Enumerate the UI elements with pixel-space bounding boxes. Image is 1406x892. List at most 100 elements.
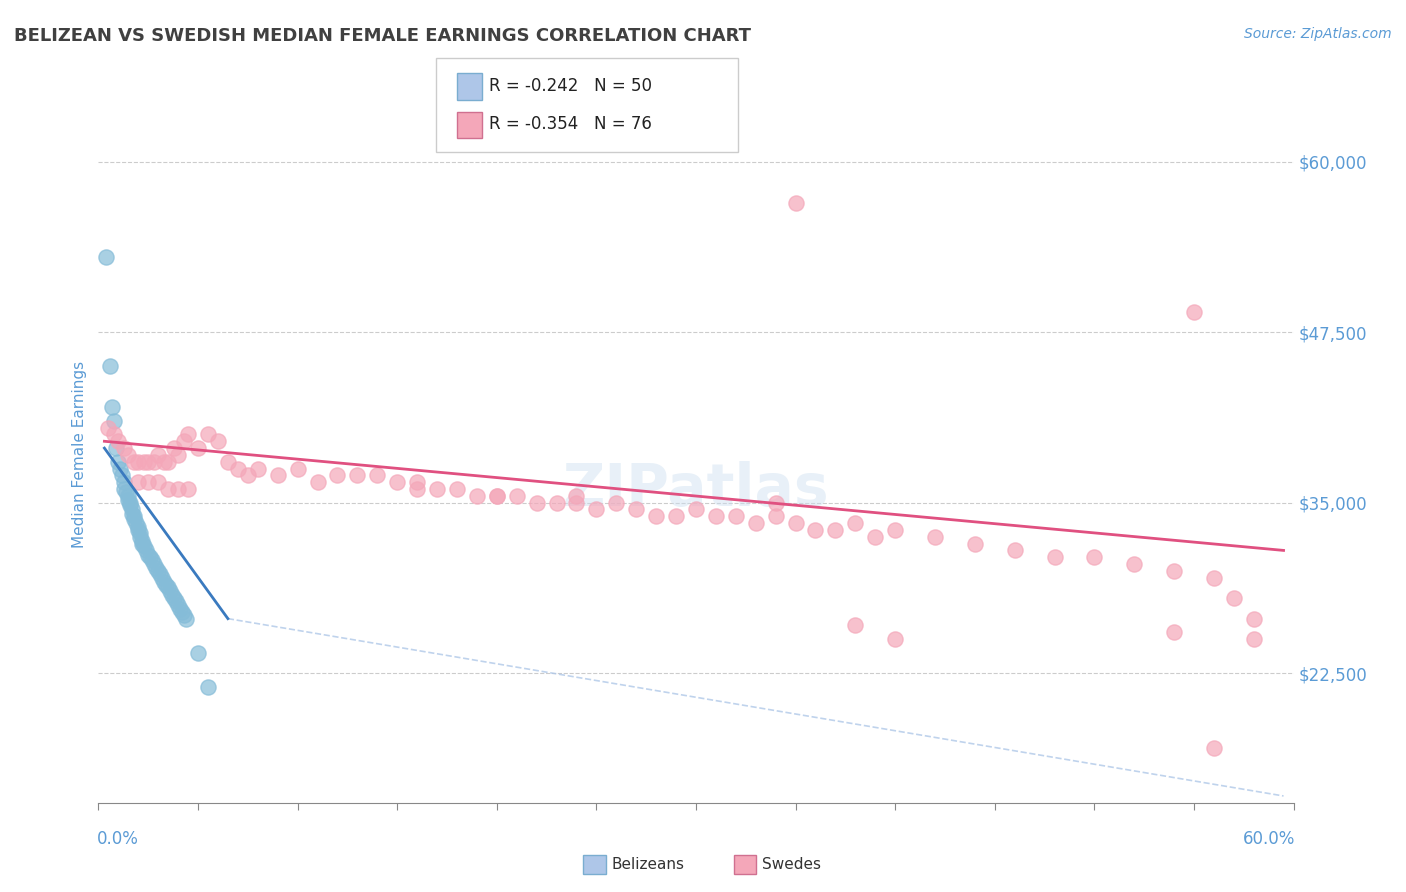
Point (246, 461, 269, 475)
Point (111, 468, 134, 483)
Point (174, 612, 197, 626)
Point (148, 564, 170, 578)
Point (546, 496, 568, 510)
Point (139, 550, 162, 565)
Point (148, 448, 170, 462)
Point (112, 475, 135, 490)
Point (506, 489, 529, 503)
Point (159, 584, 181, 599)
Point (124, 512, 146, 526)
Point (129, 530, 152, 544)
Point (884, 523, 907, 537)
Point (785, 516, 807, 530)
Point (924, 530, 946, 544)
Point (745, 516, 768, 530)
Point (136, 475, 159, 490)
Point (406, 475, 429, 490)
Point (267, 468, 290, 483)
Point (626, 502, 648, 516)
Point (197, 427, 219, 442)
Point (287, 461, 309, 475)
Point (844, 516, 866, 530)
Point (96, 250, 118, 264)
Point (117, 489, 139, 503)
Point (163, 591, 186, 606)
Point (1163, 625, 1185, 640)
Point (526, 496, 548, 510)
Point (465, 489, 488, 503)
Point (141, 553, 163, 567)
Point (844, 618, 866, 632)
Point (157, 580, 180, 594)
Point (131, 536, 153, 550)
Point (1004, 543, 1026, 558)
Point (121, 507, 143, 521)
Point (172, 605, 194, 619)
Point (150, 571, 173, 585)
Point (125, 516, 148, 530)
Text: Swedes: Swedes (762, 857, 821, 871)
Point (124, 455, 146, 469)
Point (143, 557, 166, 571)
Point (127, 455, 149, 469)
Point (157, 482, 180, 496)
Text: BELIZEAN VS SWEDISH MEDIAN FEMALE EARNINGS CORRELATION CHART: BELIZEAN VS SWEDISH MEDIAN FEMALE EARNIN… (14, 27, 751, 45)
Point (1083, 550, 1105, 565)
Point (167, 598, 190, 612)
Point (565, 496, 588, 510)
Point (446, 482, 468, 496)
Point (134, 455, 156, 469)
Point (1163, 564, 1185, 578)
Point (110, 461, 132, 475)
Point (129, 525, 152, 540)
Point (165, 594, 187, 608)
Point (124, 509, 146, 524)
Point (100, 359, 122, 374)
Point (136, 455, 159, 469)
Point (645, 509, 668, 524)
Point (136, 548, 159, 562)
Point (665, 509, 688, 524)
Point (1202, 741, 1225, 756)
Point (127, 523, 149, 537)
Point (1222, 591, 1246, 606)
Point (1202, 571, 1225, 585)
Point (160, 589, 183, 603)
Point (824, 523, 846, 537)
Point (103, 414, 125, 428)
Point (1182, 304, 1205, 318)
Text: R = -0.354   N = 76: R = -0.354 N = 76 (489, 115, 652, 133)
Point (704, 509, 727, 524)
Point (326, 468, 349, 483)
Point (101, 400, 124, 414)
Point (173, 434, 195, 449)
Text: Source: ZipAtlas.com: Source: ZipAtlas.com (1244, 27, 1392, 41)
Point (226, 461, 249, 475)
Point (135, 543, 157, 558)
Point (765, 509, 787, 524)
Point (307, 475, 329, 490)
Text: 60.0%: 60.0% (1243, 830, 1295, 848)
Point (169, 602, 191, 616)
Text: R = -0.242   N = 50: R = -0.242 N = 50 (489, 77, 652, 95)
Point (148, 475, 170, 490)
Point (585, 502, 607, 516)
Point (112, 441, 135, 455)
Point (485, 489, 508, 503)
Point (884, 632, 907, 646)
Point (157, 455, 180, 469)
Point (236, 468, 259, 483)
Point (127, 475, 149, 490)
Point (153, 455, 176, 469)
Point (149, 566, 172, 581)
Point (605, 496, 627, 510)
Point (1123, 557, 1146, 571)
Point (197, 680, 219, 694)
Point (134, 539, 156, 553)
Point (107, 455, 129, 469)
Point (366, 468, 388, 483)
Point (145, 561, 167, 575)
Text: Belizeans: Belizeans (612, 857, 685, 871)
Text: 0.0%: 0.0% (97, 830, 138, 848)
Text: ZIPatlas: ZIPatlas (562, 461, 830, 518)
